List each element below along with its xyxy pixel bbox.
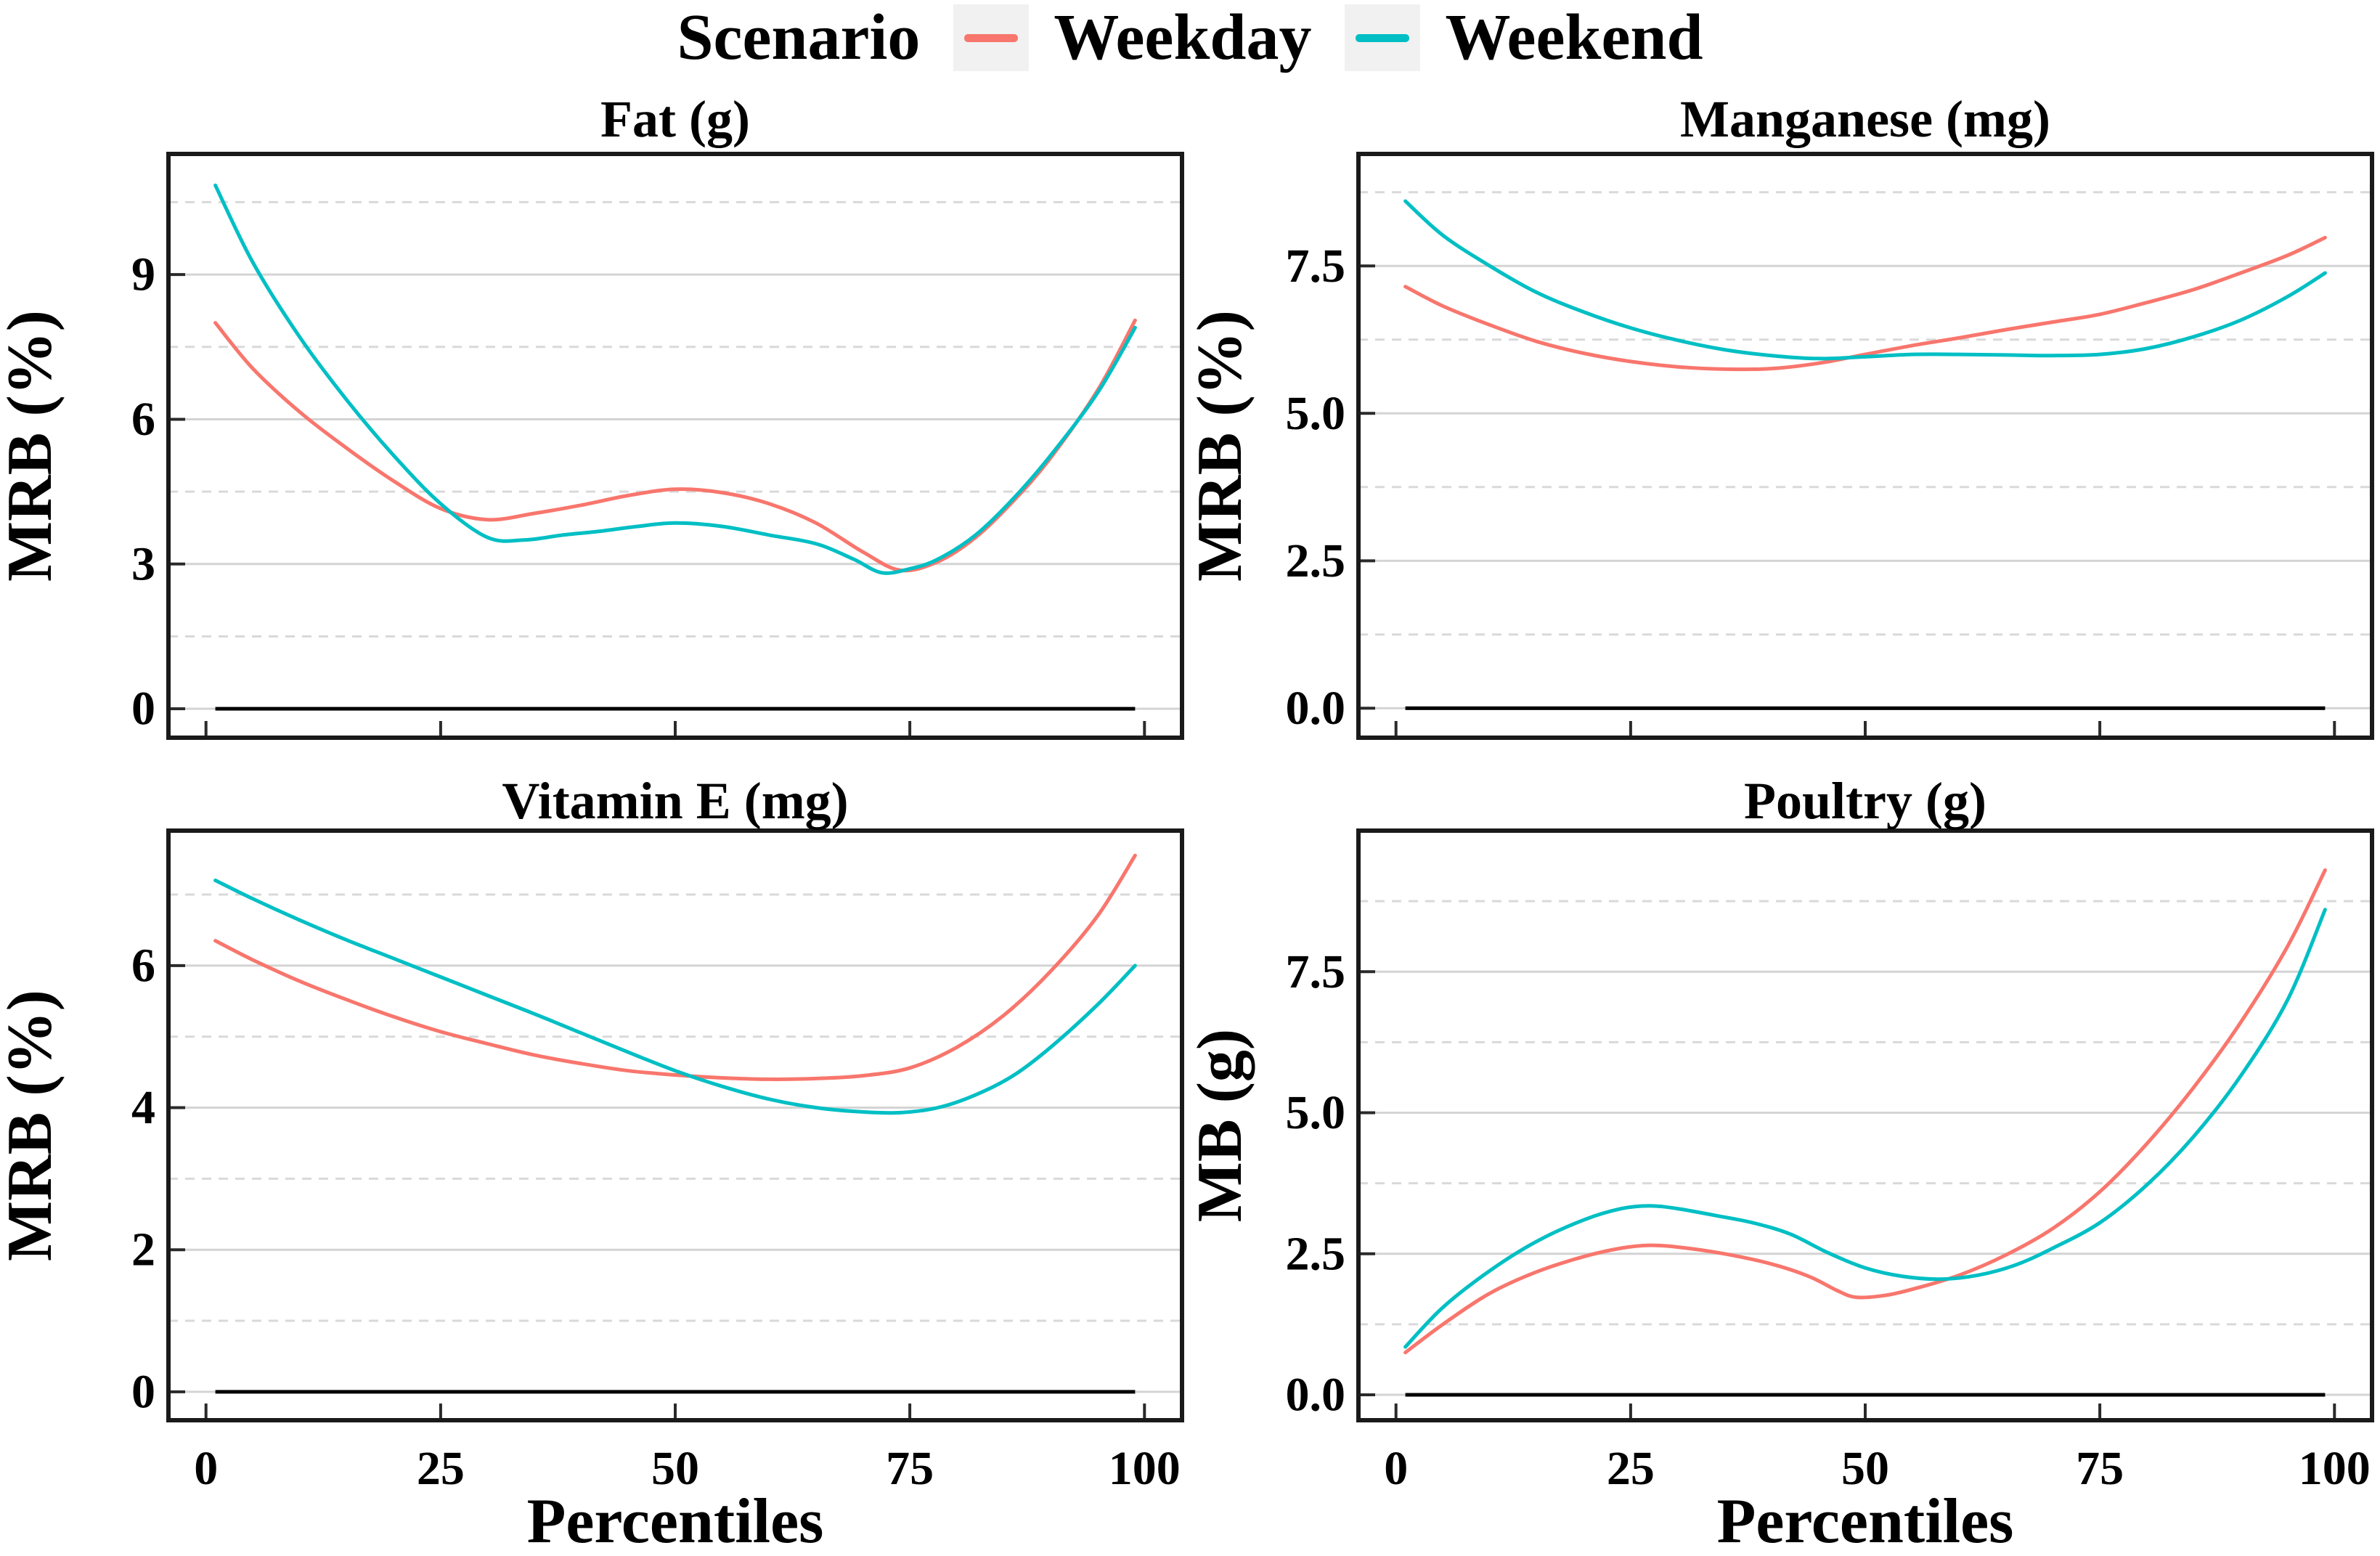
chart-svg: 0 3 6 9 Fat (g) MRB (%) xyxy=(0,90,1184,740)
y-tick-label: 0 xyxy=(131,1365,155,1418)
chart-poultry: 0.0 2.5 5.0 7.5 0 25 50 75 100 Percentiles Poultry… xyxy=(1190,776,2380,1556)
series-weekend xyxy=(213,183,1137,575)
chart-vitamin-e: 0 2 4 6 0 25 50 75 100 Percentiles Vitamin E (mg) M… xyxy=(0,776,1190,1556)
series-weekend xyxy=(1403,199,2327,361)
weekend-line-icon xyxy=(1356,33,1410,42)
chart-svg: 0 2 4 6 0 25 50 75 100 Percentiles Vitamin E (mg) M… xyxy=(0,776,1184,1556)
y-axis-title: MRB (%) xyxy=(0,990,65,1261)
y-tick-label: 7.5 xyxy=(1286,945,1346,998)
x-axis-title: Percentiles xyxy=(1717,1486,2014,1556)
weekend-key-swatch xyxy=(1345,4,1421,71)
y-tick-label: 7.5 xyxy=(1286,240,1346,293)
x-tick-label: 0 xyxy=(1384,1442,1408,1495)
y-tick-label: 9 xyxy=(131,248,155,301)
series-weekday xyxy=(213,318,1137,573)
x-tick-label: 25 xyxy=(1607,1442,1655,1495)
panel-title: Vitamin E (mg) xyxy=(502,776,848,830)
y-tick-label: 6 xyxy=(131,393,155,446)
x-tick-label: 100 xyxy=(2299,1442,2371,1495)
y-tick-label: 0.0 xyxy=(1286,682,1346,735)
chart-grid: 0 3 6 9 Fat (g) MRB (%) 0.0 2.5 5.0 7.5 Manganese… xyxy=(0,76,2380,1556)
legend-item-weekend: Weekend xyxy=(1345,4,1703,71)
y-tick-label: 5.0 xyxy=(1286,1086,1346,1139)
legend-label-weekday: Weekday xyxy=(1054,1,1312,73)
panel-border xyxy=(166,828,1184,1422)
y-tick-label: 6 xyxy=(131,939,155,992)
y-axis-title: MRB (%) xyxy=(1190,310,1255,582)
panel-title: Poultry (g) xyxy=(1744,776,1986,830)
x-tick-label: 50 xyxy=(651,1442,699,1495)
x-tick-label: 75 xyxy=(886,1442,934,1495)
chart-svg: 0.0 2.5 5.0 7.5 Manganese (mg) MRB (%) xyxy=(1190,90,2374,740)
series-weekend xyxy=(1403,908,2327,1349)
x-tick-label: 50 xyxy=(1841,1442,1889,1495)
series-weekend xyxy=(213,879,1137,1115)
y-tick-label: 2.5 xyxy=(1286,534,1346,587)
panel-border xyxy=(1356,828,2374,1422)
panel-border xyxy=(1356,152,2374,740)
legend-label-weekend: Weekend xyxy=(1445,1,1703,73)
y-tick-label: 0 xyxy=(131,683,155,736)
weekday-key-swatch xyxy=(953,4,1030,71)
chart-fat: 0 3 6 9 Fat (g) MRB (%) xyxy=(0,76,1190,776)
y-tick-label: 3 xyxy=(131,537,155,590)
y-tick-label: 5.0 xyxy=(1286,387,1346,440)
chart-svg: 0.0 2.5 5.0 7.5 0 25 50 75 100 Percentiles Poultry… xyxy=(1190,776,2374,1556)
y-axis-title: MB (g) xyxy=(1190,1029,1255,1222)
panel-title: Manganese (mg) xyxy=(1680,90,2050,148)
x-tick-label: 75 xyxy=(2076,1442,2124,1495)
y-tick-label: 2.5 xyxy=(1286,1227,1346,1280)
x-axis-title: Percentiles xyxy=(527,1486,824,1556)
y-tick-label: 4 xyxy=(131,1081,155,1134)
weekday-line-icon xyxy=(964,33,1019,42)
legend-title: Scenario xyxy=(677,1,921,73)
y-axis-title: MRB (%) xyxy=(0,310,65,582)
y-tick-label: 0.0 xyxy=(1286,1369,1346,1422)
series-weekday xyxy=(1403,868,2327,1355)
panel-title: Fat (g) xyxy=(600,90,750,148)
x-tick-label: 100 xyxy=(1109,1442,1181,1495)
series-weekday xyxy=(1403,235,2327,372)
panel-border xyxy=(166,152,1184,740)
legend: Scenario Weekday Weekend xyxy=(0,0,2380,76)
legend-item-weekday: Weekday xyxy=(953,4,1311,71)
series-weekday xyxy=(213,853,1137,1081)
x-tick-label: 0 xyxy=(194,1442,218,1495)
x-tick-label: 25 xyxy=(417,1442,465,1495)
chart-manganese: 0.0 2.5 5.0 7.5 Manganese (mg) MRB (%) xyxy=(1190,76,2380,776)
y-tick-label: 2 xyxy=(131,1223,155,1276)
